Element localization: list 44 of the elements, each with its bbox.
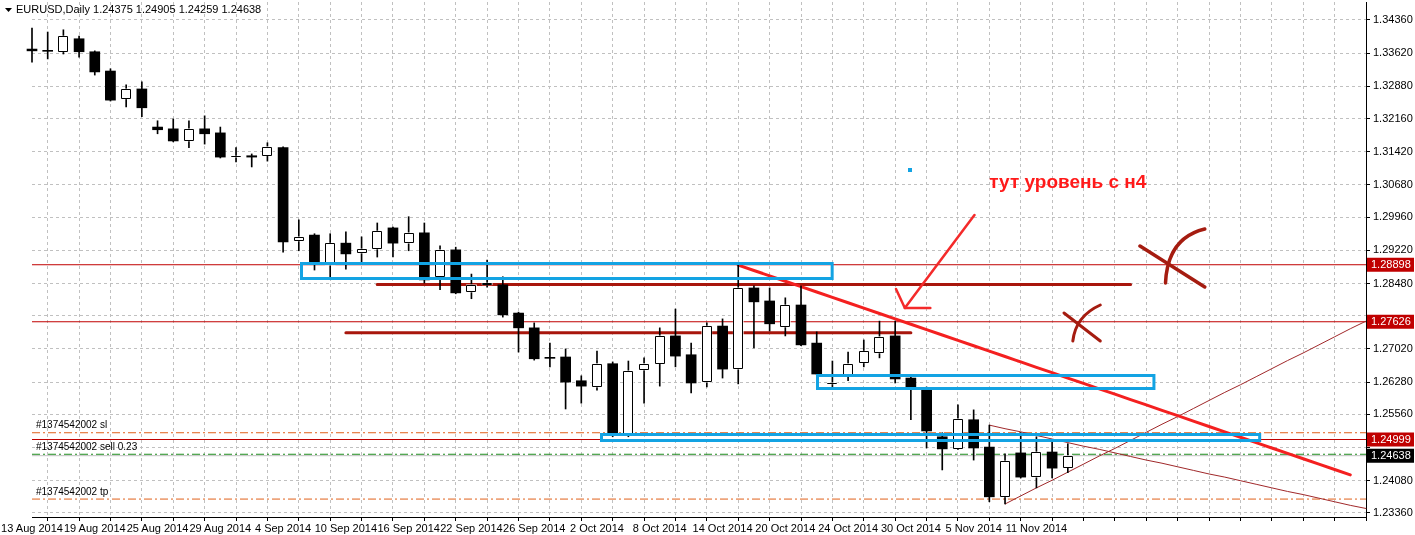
x-tick-label: 14 Oct 2014	[692, 521, 753, 534]
candlestick	[748, 285, 760, 349]
y-tick-label: 1.28480	[1373, 276, 1413, 289]
ref-line-label: 1.27626	[1371, 315, 1411, 328]
y-tick-label: 1.24080	[1373, 473, 1413, 486]
x-tick-label: 19 Aug 2014	[63, 521, 126, 534]
ref-line-label: 1.28898	[1371, 258, 1411, 271]
y-tick-label: 1.27020	[1373, 341, 1413, 354]
y-tick-label: 1.32160	[1373, 111, 1413, 124]
chart-title: EURUSD,Daily 1.24375 1.24905 1.24259 1.24638	[16, 3, 262, 16]
candlestick	[575, 375, 587, 404]
x-tick-label: 22 Sep 2014	[440, 521, 503, 534]
x-tick-label: 29 Aug 2014	[189, 521, 252, 534]
ref-line-label: 1.24638	[1371, 449, 1411, 462]
x-tick-label: 5 Nov 2014	[945, 521, 1002, 534]
candlestick	[293, 219, 305, 252]
x-tick-label: 4 Sep 2014	[254, 521, 312, 534]
ref-line-label: #1374542002 sell 0.23	[36, 441, 138, 452]
x-tick-label: 30 Oct 2014	[880, 521, 941, 534]
y-tick-label: 1.29960	[1373, 210, 1413, 223]
y-tick-label: 1.33620	[1373, 46, 1413, 59]
x-tick-label: 16 Sep 2014	[377, 521, 440, 534]
x-tick-label: 8 Oct 2014	[632, 521, 687, 534]
x-tick-label: 10 Sep 2014	[314, 521, 378, 534]
y-tick-label: 1.23360	[1373, 506, 1413, 518]
x-tick-label: 11 Nov 2014	[1005, 521, 1068, 534]
x-tick-label: 2 Oct 2014	[570, 521, 624, 534]
y-tick-label: 1.25560	[1373, 407, 1413, 420]
y-tick-label: 1.32880	[1373, 79, 1413, 92]
ref-line-label: #1374542002 sl	[36, 419, 108, 431]
ref-line-label: #1374542002 tp	[36, 485, 109, 497]
y-tick-label: 1.30680	[1373, 177, 1413, 190]
y-tick-label: 1.31420	[1373, 144, 1413, 157]
y-tick-label: 1.26280	[1373, 375, 1413, 388]
x-tick-label: 24 Oct 2014	[818, 521, 879, 534]
y-tick-label: 1.34360	[1373, 12, 1413, 25]
x-tick-label: 25 Aug 2014	[126, 521, 189, 534]
x-tick-label: 20 Oct 2014	[755, 521, 816, 534]
y-tick-label: 1.29220	[1373, 243, 1413, 256]
x-tick-label: 26 Sep 2014	[503, 521, 566, 534]
candlestick	[638, 357, 650, 404]
ref-line-label: 1.24999	[1371, 433, 1411, 446]
x-tick-label: 13 Aug 2014	[1, 521, 63, 534]
annotation: тут уровень с н4	[989, 170, 1147, 194]
